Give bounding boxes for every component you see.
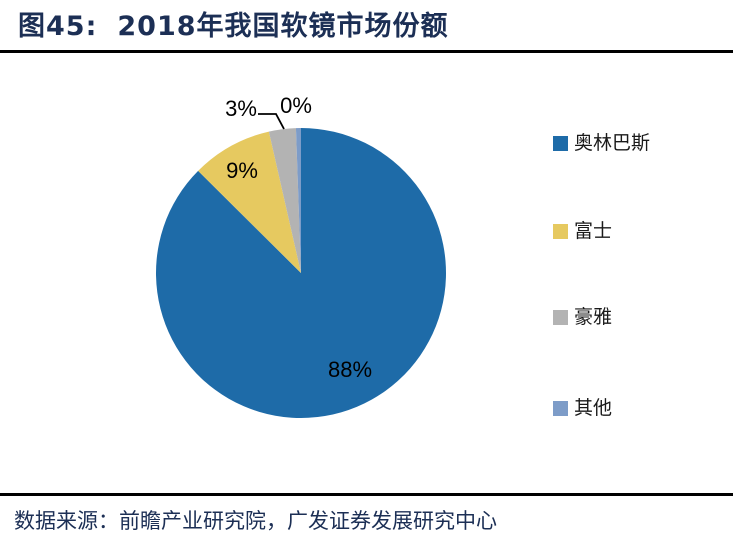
legend-swatch-icon <box>553 135 568 151</box>
data-label-1: 9% <box>226 158 258 183</box>
pie-slice-1 <box>198 131 301 273</box>
legend-swatch-icon <box>553 223 568 239</box>
legend-label: 富士 <box>574 220 613 242</box>
legend-item-2: 豪雅 <box>553 307 612 327</box>
chart-legend: 奥林巴斯富士豪雅其他 <box>553 0 733 480</box>
pie-slice-0 <box>155 128 446 418</box>
figure-number: 图45: <box>18 11 98 42</box>
legend-swatch-icon <box>553 400 568 416</box>
figure-header: 图45: 2018年我国软镜市场份额 <box>18 10 449 44</box>
legend-item-3: 其他 <box>553 398 612 418</box>
legend-label: 豪雅 <box>574 306 613 328</box>
legend-label: 奥林巴斯 <box>574 132 651 154</box>
legend-label: 其他 <box>574 397 613 419</box>
footer-rule <box>0 493 733 496</box>
pie-slice-2 <box>268 128 301 273</box>
label-leader-line <box>258 113 285 130</box>
legend-swatch-icon <box>553 309 568 325</box>
legend-item-0: 奥林巴斯 <box>553 133 650 153</box>
figure-title: 2018年我国软镜市场份额 <box>117 11 449 42</box>
pie-slice-3 <box>295 128 301 273</box>
data-source-text: 数据来源：前瞻产业研究院，广发证券发展研究中心 <box>14 509 497 533</box>
data-label-3: 0% <box>280 93 312 118</box>
data-label-0: 88% <box>328 357 372 382</box>
header-rule <box>0 50 733 53</box>
data-label-2: 3% <box>225 96 257 121</box>
legend-item-1: 富士 <box>553 221 612 241</box>
